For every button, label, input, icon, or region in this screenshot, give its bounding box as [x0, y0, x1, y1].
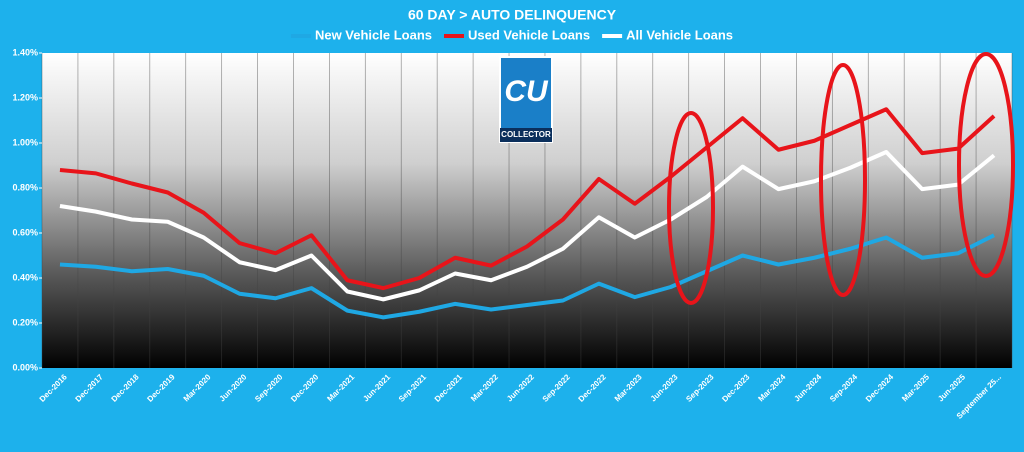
x-tick-label: Dec-2022 — [577, 372, 609, 404]
series-line — [59, 150, 996, 302]
y-tick-label: 1.00% — [12, 137, 38, 147]
x-tick-label: Sep-2020 — [253, 372, 285, 404]
x-tick-label: Dec-2018 — [110, 372, 142, 404]
x-tick-label: Dec-2024 — [864, 372, 896, 404]
x-tick-label: Sep-2022 — [541, 372, 573, 404]
logo-mark: CU — [504, 75, 549, 108]
x-tick-label: Mar-2022 — [469, 372, 500, 403]
x-tick-label: Jun-2020 — [218, 372, 249, 403]
highlight-ellipse — [819, 63, 867, 297]
y-tick-label: 0.00% — [12, 362, 38, 372]
x-tick-label: Mar-2023 — [613, 372, 644, 403]
logo: CU COLLECTOR — [499, 56, 553, 143]
y-tick-label: 0.20% — [12, 317, 38, 327]
legend-item: Used Vehicle Loans — [444, 27, 590, 42]
y-tick-label: 1.40% — [12, 47, 38, 57]
logo-box — [499, 56, 553, 143]
legend-item: New Vehicle Loans — [290, 27, 432, 42]
y-tick-label: 1.20% — [12, 92, 38, 102]
x-tick-label: Jun-2023 — [649, 372, 680, 403]
annotations — [667, 52, 1015, 305]
highlight-ellipse — [667, 111, 715, 305]
y-tick-label: 0.80% — [12, 182, 38, 192]
x-tick-label: Sep-2024 — [828, 372, 860, 404]
legend-label: All Vehicle Loans — [626, 27, 733, 42]
x-tick-label: Jun-2025 — [936, 372, 967, 403]
x-tick-label: Dec-2020 — [289, 372, 321, 404]
series-lines — [59, 107, 996, 320]
legend-item: All Vehicle Loans — [602, 27, 733, 42]
x-tick-label: Sep-2021 — [397, 372, 429, 404]
series-line — [59, 233, 995, 320]
logo-band — [500, 128, 552, 142]
x-tick-label: Mar-2021 — [325, 372, 356, 403]
series-line — [59, 107, 996, 291]
x-tick-label: Sep-2023 — [684, 372, 716, 404]
logo-name: COLLECTOR — [501, 130, 551, 139]
legend: New Vehicle Loans Used Vehicle Loans All V… — [290, 27, 733, 42]
x-tick-label: Jun-2021 — [361, 372, 392, 403]
x-tick-label: Jun-2022 — [505, 372, 536, 403]
x-tick-label: Dec-2019 — [145, 372, 177, 404]
chart-title: 60 DAY > AUTO DELINQUENCY — [408, 7, 617, 23]
legend-label: New Vehicle Loans — [315, 27, 432, 42]
x-tick-label: Dec-2023 — [720, 372, 752, 404]
legend-label: Used Vehicle Loans — [468, 27, 590, 42]
y-tick-label: 0.60% — [12, 227, 38, 237]
x-tick-label: Dec-2016 — [38, 372, 70, 404]
x-tick-label: Dec-2017 — [74, 372, 106, 404]
x-tick-label: Mar-2024 — [756, 372, 787, 403]
x-tick-label: Jun-2024 — [792, 372, 823, 403]
x-tick-label: Mar-2025 — [900, 372, 931, 403]
highlight-ellipse — [957, 52, 1015, 278]
y-tick-label: 0.40% — [12, 272, 38, 282]
x-tick-label: Mar-2020 — [182, 372, 213, 403]
x-tick-label: Dec-2021 — [433, 372, 465, 404]
